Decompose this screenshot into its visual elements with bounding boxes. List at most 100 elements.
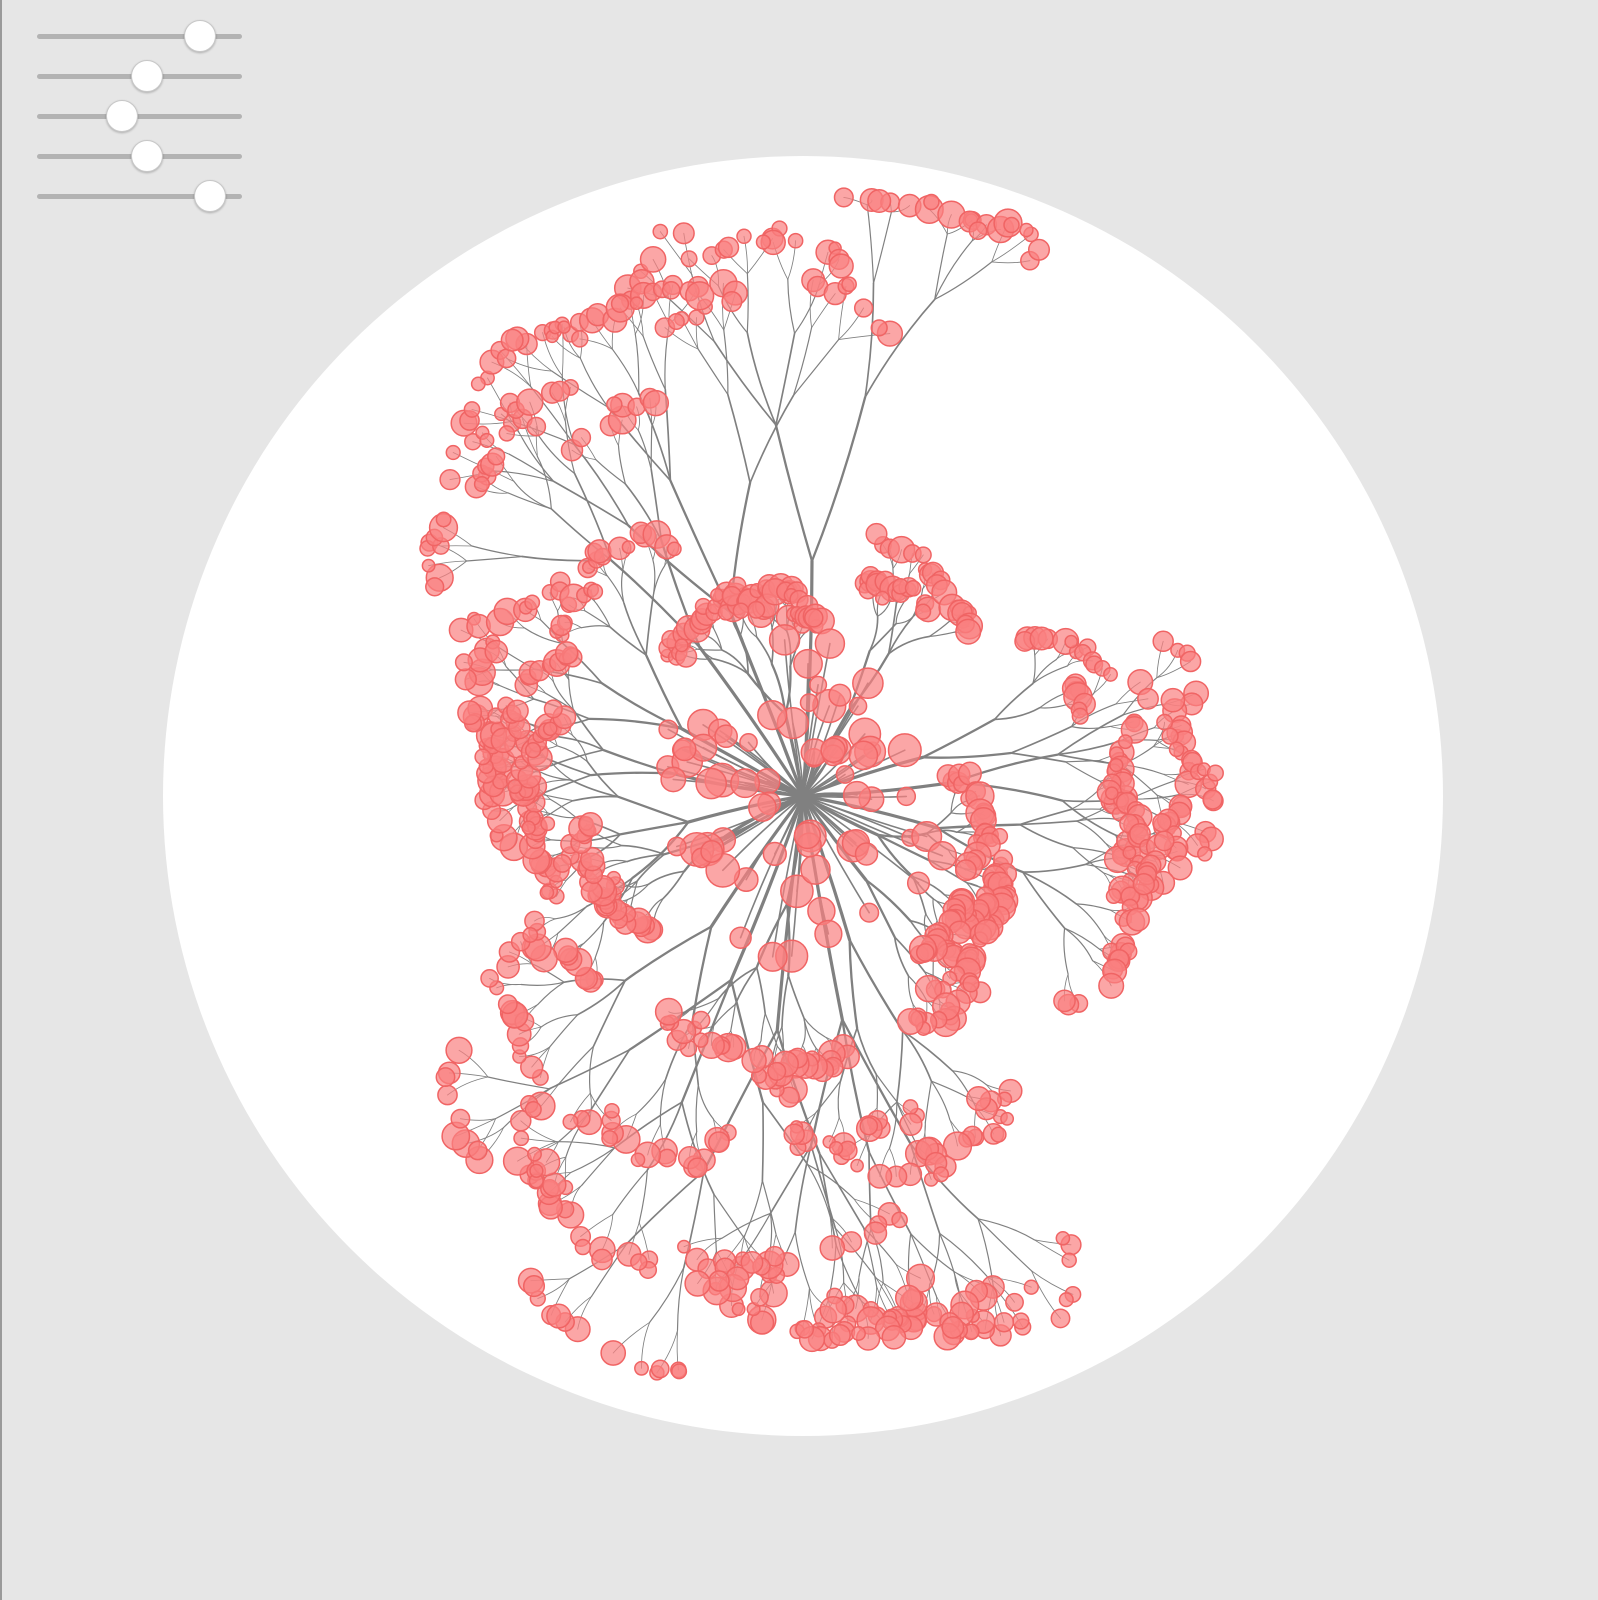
slider-thumb[interactable] <box>106 100 139 132</box>
tree-node <box>740 1250 764 1274</box>
tree-node <box>450 1108 471 1129</box>
tree-node <box>666 836 687 857</box>
tree-node <box>473 476 490 493</box>
tree-node <box>904 579 922 597</box>
tree-branch <box>864 878 896 939</box>
tree-node <box>768 624 801 656</box>
tree-node <box>667 312 685 331</box>
tree-node <box>454 653 473 672</box>
node-layer <box>419 187 1224 1381</box>
slider-5[interactable] <box>37 176 242 216</box>
slider-thumb[interactable] <box>194 180 227 212</box>
tree-branch <box>932 898 938 922</box>
tree-node <box>1050 1308 1071 1329</box>
tree-node <box>799 693 819 712</box>
tree-branch <box>623 602 647 656</box>
tree-node <box>600 1340 627 1366</box>
slider-thumb[interactable] <box>130 140 163 172</box>
tree-branch <box>691 925 713 1023</box>
slider-3[interactable] <box>37 96 242 136</box>
slider-thumb[interactable] <box>130 60 163 92</box>
tree-branch <box>930 1080 951 1121</box>
tree-branch <box>928 620 950 637</box>
tree-branch <box>928 631 955 637</box>
tree-branch <box>521 437 555 482</box>
tree-node <box>522 927 539 943</box>
tree-branch <box>609 626 647 656</box>
tree-branch <box>1064 927 1101 950</box>
tree-node <box>658 719 679 740</box>
slider-thumb[interactable] <box>183 20 216 52</box>
tree-node <box>881 1324 907 1350</box>
tree-node <box>540 816 556 832</box>
tree-node <box>606 396 623 413</box>
tree-branch <box>612 1169 648 1215</box>
tree-branch <box>542 794 574 802</box>
tree-branch <box>877 600 891 617</box>
tree-branch <box>626 883 650 888</box>
tree-node <box>853 298 874 318</box>
slider-track[interactable] <box>37 34 242 39</box>
tree-branch <box>802 642 831 797</box>
tree-branch <box>1039 693 1064 709</box>
tree-branch <box>761 1180 777 1235</box>
tree-node <box>506 699 529 723</box>
tree-node <box>684 1270 711 1297</box>
tree-node <box>1055 1230 1071 1246</box>
tree-branch <box>652 565 666 599</box>
tree-node <box>601 1130 619 1147</box>
tree-node <box>814 919 843 949</box>
tree-node <box>923 193 940 211</box>
tree-node <box>691 1010 711 1030</box>
tree-node <box>524 594 541 611</box>
tree-branch <box>1021 871 1078 905</box>
tree-branch <box>611 348 640 394</box>
slider-track[interactable] <box>37 194 242 199</box>
tree-node <box>1000 1111 1015 1126</box>
tree-branch <box>921 718 996 759</box>
tree-node <box>688 309 705 326</box>
slider-4[interactable] <box>37 136 242 176</box>
tree-branch <box>876 833 914 878</box>
tree-node <box>1117 734 1133 750</box>
slider-2[interactable] <box>37 56 242 96</box>
tree-branch <box>558 736 605 751</box>
tree-node <box>767 1061 787 1081</box>
tree-node <box>571 330 589 348</box>
tree-branch <box>977 1218 1035 1241</box>
tree-branch <box>583 921 605 944</box>
tree-branch <box>552 480 630 527</box>
tree-branch <box>746 273 749 334</box>
tree-node <box>522 1275 546 1298</box>
tree-branch <box>630 880 638 907</box>
tree-node <box>1019 222 1034 238</box>
tree-branch <box>901 1029 933 1083</box>
tree-branch <box>572 708 605 751</box>
tree-branch <box>549 1014 579 1048</box>
tree-branch <box>1032 659 1057 685</box>
tree-node <box>621 540 636 554</box>
tree-node <box>500 328 524 352</box>
tree-node <box>480 969 499 988</box>
slider-track[interactable] <box>37 114 242 119</box>
tree-branch <box>553 682 574 711</box>
tree-node <box>850 1158 864 1173</box>
tree-node <box>661 280 681 300</box>
tree-branch <box>466 555 523 562</box>
tree-branch <box>580 625 611 629</box>
tree-branch <box>576 979 627 1016</box>
tree-branch <box>718 966 758 1000</box>
tree-branch <box>721 1212 771 1239</box>
tree-node <box>549 380 571 402</box>
tree-node <box>550 614 572 637</box>
tree-branch <box>792 327 813 397</box>
tree-branch <box>787 974 805 1019</box>
tree-branch <box>626 853 666 863</box>
tree-branch <box>729 794 805 982</box>
slider-1[interactable] <box>37 16 242 56</box>
tree-node <box>833 187 854 208</box>
tree-node <box>757 699 788 731</box>
tree-branch <box>695 642 714 660</box>
tree-branch <box>1071 725 1111 730</box>
tree-node <box>580 880 603 903</box>
